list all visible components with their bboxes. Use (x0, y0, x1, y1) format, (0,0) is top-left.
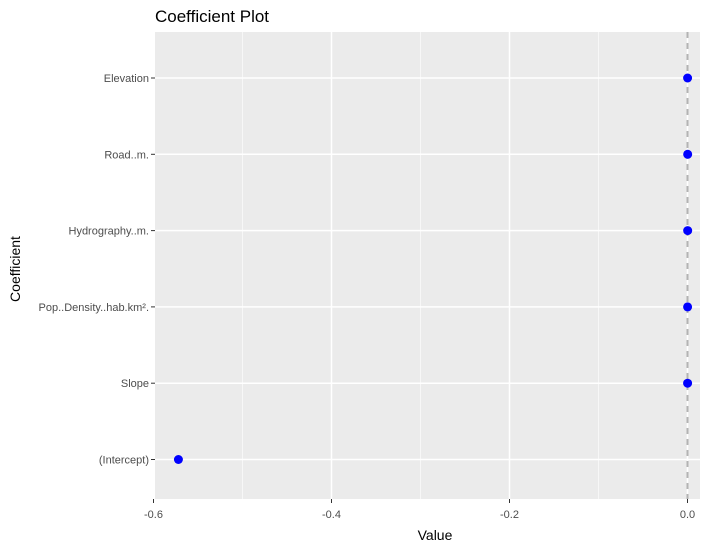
x-axis: -0.6 -0.4 -0.2 0.0 (144, 499, 695, 521)
chart-title: Coefficient Plot (155, 7, 269, 26)
x-tick-label: -0.2 (500, 509, 519, 521)
x-tick-label: 0.0 (680, 509, 695, 521)
y-tick-label: Slope (121, 378, 149, 390)
y-tick-label: (Intercept) (99, 455, 149, 467)
plot-panel (155, 32, 700, 499)
y-tick-label: Pop..Density..hab.km². (39, 302, 149, 314)
x-tick-label: -0.4 (322, 509, 341, 521)
y-axis: (Intercept) Slope Pop..Density..hab.km². Hy… (39, 73, 155, 467)
y-tick-label: Hydrography..m. (69, 226, 150, 238)
minor-gridlines (242, 32, 599, 499)
y-tick-label: Elevation (104, 73, 149, 85)
y-tick-label: Road..m. (104, 149, 149, 161)
x-axis-title: Value (418, 527, 453, 543)
x-tick-label: -0.6 (144, 509, 163, 521)
coefficient-point (173, 455, 183, 464)
coefficient-points (173, 73, 693, 464)
coefficient-point (683, 302, 693, 312)
coefficient-point (683, 73, 693, 83)
coefficient-point (683, 226, 693, 236)
y-axis-title: Coefficient (7, 236, 23, 302)
coefficient-point (683, 378, 693, 388)
coefficient-point (683, 149, 693, 159)
major-gridlines (152, 32, 700, 499)
